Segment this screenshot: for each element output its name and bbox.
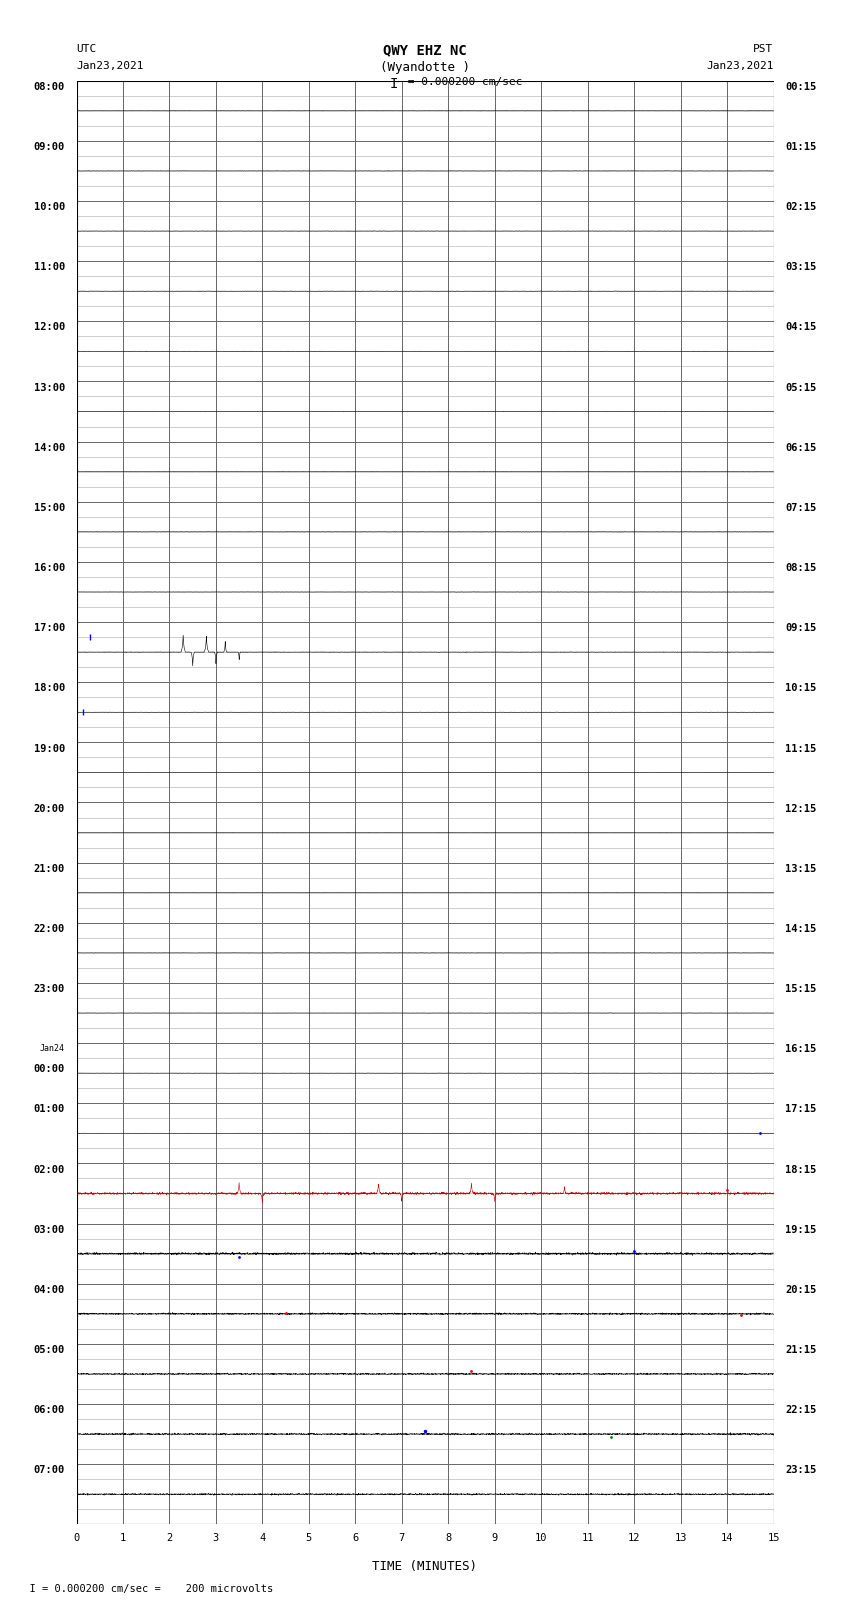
Text: TIME (MINUTES): TIME (MINUTES) — [372, 1560, 478, 1573]
Text: 11: 11 — [581, 1534, 594, 1544]
Text: 21:00: 21:00 — [34, 865, 65, 874]
Text: 8: 8 — [445, 1534, 451, 1544]
Text: 09:15: 09:15 — [785, 623, 816, 634]
Text: 18:00: 18:00 — [34, 684, 65, 694]
Text: 03:00: 03:00 — [34, 1224, 65, 1234]
Text: 13:00: 13:00 — [34, 382, 65, 392]
Text: = 0.000200 cm/sec: = 0.000200 cm/sec — [401, 77, 523, 87]
Text: 20:00: 20:00 — [34, 803, 65, 813]
Text: 19:15: 19:15 — [785, 1224, 816, 1234]
Text: 9: 9 — [491, 1534, 498, 1544]
Text: 01:15: 01:15 — [785, 142, 816, 152]
Text: 12: 12 — [628, 1534, 640, 1544]
Text: 14:00: 14:00 — [34, 442, 65, 453]
Text: 00:15: 00:15 — [785, 82, 816, 92]
Text: 23:15: 23:15 — [785, 1465, 816, 1476]
Text: 12:00: 12:00 — [34, 323, 65, 332]
Text: 11:15: 11:15 — [785, 744, 816, 753]
Text: 10:00: 10:00 — [34, 202, 65, 213]
Text: 22:15: 22:15 — [785, 1405, 816, 1415]
Text: 10: 10 — [535, 1534, 547, 1544]
Text: 0: 0 — [73, 1534, 80, 1544]
Text: 22:00: 22:00 — [34, 924, 65, 934]
Text: Jan24: Jan24 — [40, 1044, 65, 1053]
Text: 1: 1 — [120, 1534, 126, 1544]
Text: 2: 2 — [167, 1534, 173, 1544]
Text: UTC: UTC — [76, 44, 97, 53]
Text: 13:15: 13:15 — [785, 865, 816, 874]
Text: 11:00: 11:00 — [34, 263, 65, 273]
Text: 13: 13 — [674, 1534, 687, 1544]
Text: 12:15: 12:15 — [785, 803, 816, 813]
Text: 07:00: 07:00 — [34, 1465, 65, 1476]
Text: 3: 3 — [212, 1534, 219, 1544]
Text: 14:15: 14:15 — [785, 924, 816, 934]
Text: 23:00: 23:00 — [34, 984, 65, 994]
Text: 21:15: 21:15 — [785, 1345, 816, 1355]
Text: 05:15: 05:15 — [785, 382, 816, 392]
Text: 5: 5 — [306, 1534, 312, 1544]
Text: 04:00: 04:00 — [34, 1286, 65, 1295]
Text: 01:00: 01:00 — [34, 1105, 65, 1115]
Text: I: I — [389, 77, 398, 92]
Text: 10:15: 10:15 — [785, 684, 816, 694]
Text: PST: PST — [753, 44, 774, 53]
Text: 03:15: 03:15 — [785, 263, 816, 273]
Text: 15:00: 15:00 — [34, 503, 65, 513]
Text: 16:15: 16:15 — [785, 1044, 816, 1055]
Text: 17:00: 17:00 — [34, 623, 65, 634]
Text: 05:00: 05:00 — [34, 1345, 65, 1355]
Text: Jan23,2021: Jan23,2021 — [706, 61, 774, 71]
Text: 04:15: 04:15 — [785, 323, 816, 332]
Text: 4: 4 — [259, 1534, 265, 1544]
Text: 08:00: 08:00 — [34, 82, 65, 92]
Text: 06:15: 06:15 — [785, 442, 816, 453]
Text: 00:00: 00:00 — [34, 1065, 65, 1074]
Text: QWY EHZ NC: QWY EHZ NC — [383, 44, 467, 58]
Text: 02:00: 02:00 — [34, 1165, 65, 1174]
Text: 15: 15 — [768, 1534, 779, 1544]
Text: 06:00: 06:00 — [34, 1405, 65, 1415]
Text: 14: 14 — [721, 1534, 734, 1544]
Text: 07:15: 07:15 — [785, 503, 816, 513]
Text: 19:00: 19:00 — [34, 744, 65, 753]
Text: (Wyandotte ): (Wyandotte ) — [380, 61, 470, 74]
Text: Jan23,2021: Jan23,2021 — [76, 61, 144, 71]
Text: 16:00: 16:00 — [34, 563, 65, 573]
Text: I = 0.000200 cm/sec =    200 microvolts: I = 0.000200 cm/sec = 200 microvolts — [17, 1584, 273, 1594]
Text: 08:15: 08:15 — [785, 563, 816, 573]
Text: 20:15: 20:15 — [785, 1286, 816, 1295]
Text: 09:00: 09:00 — [34, 142, 65, 152]
Text: 15:15: 15:15 — [785, 984, 816, 994]
Text: 6: 6 — [352, 1534, 359, 1544]
Text: 18:15: 18:15 — [785, 1165, 816, 1174]
Text: 02:15: 02:15 — [785, 202, 816, 213]
Text: 17:15: 17:15 — [785, 1105, 816, 1115]
Text: 7: 7 — [399, 1534, 405, 1544]
